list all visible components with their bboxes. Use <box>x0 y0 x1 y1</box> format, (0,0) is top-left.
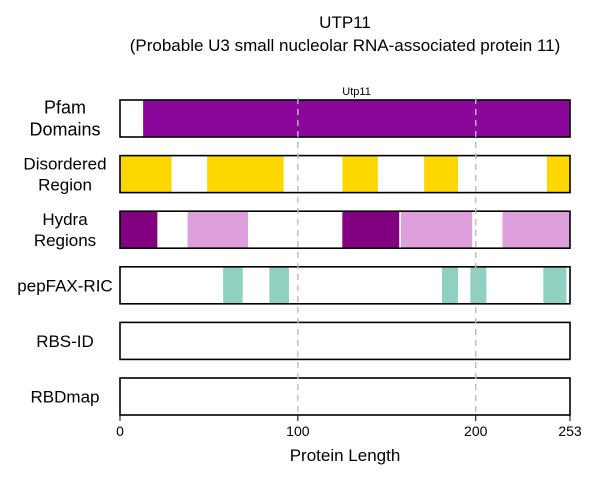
track-label-pfam-domains: Pfam Domains <box>29 98 100 140</box>
track-label-line: pepFAX-RIC <box>17 276 112 295</box>
x-tick-label-200: 200 <box>464 423 488 439</box>
segment-pepfax-ric-2 <box>441 266 458 304</box>
track-label-line: RBDmap <box>31 388 100 407</box>
segment-hydra-regions-3 <box>401 211 473 249</box>
track-frame-pfam-domains <box>119 99 571 138</box>
track-frame-disordered-region <box>119 154 571 194</box>
segment-pfam-domains-0 <box>143 100 570 137</box>
track-label-line: Regions <box>34 231 96 250</box>
segment-disordered-region-0 <box>120 155 172 193</box>
track-label-pepfax-ric: pepFAX-RIC <box>17 276 112 295</box>
segment-pepfax-ric-3 <box>470 266 487 304</box>
x-tick-label-100: 100 <box>286 423 310 439</box>
x-axis-label: Protein Length <box>290 446 401 465</box>
segment-hydra-regions-0 <box>120 211 158 249</box>
domain-label-pfam-domains-0: Utp11 <box>342 86 371 98</box>
track-label-line: RBS-ID <box>36 332 94 351</box>
track-label-line: Domains <box>29 120 100 140</box>
track-label-line: Pfam <box>44 98 86 118</box>
gridlines-group <box>297 98 477 419</box>
track-frame-rbs-id <box>119 321 571 361</box>
track-label-hydra-regions: Hydra Regions <box>34 210 96 250</box>
track-label-line: Region <box>38 176 92 195</box>
segment-disordered-region-3 <box>424 155 458 193</box>
segment-disordered-region-1 <box>207 155 284 193</box>
segment-pepfax-ric-0 <box>223 266 243 304</box>
segment-hydra-regions-2 <box>342 211 400 249</box>
track-label-rbs-id: RBS-ID <box>36 332 94 351</box>
x-axis: 0 100 200 253 <box>116 415 582 439</box>
segment-pepfax-ric-1 <box>269 266 289 304</box>
chart-title-line1: UTP11 <box>319 13 371 32</box>
segment-hydra-regions-4 <box>502 211 570 249</box>
track-label-line: Hydra <box>42 210 88 229</box>
track-label-rbdmap: RBDmap <box>31 388 100 407</box>
segment-pepfax-ric-4 <box>543 266 567 304</box>
segment-disordered-region-2 <box>342 155 378 193</box>
tracks-group: Pfam Domains Utp11 Disordered Region Hydra Reg… <box>17 86 571 416</box>
segment-disordered-region-4 <box>546 155 570 193</box>
x-tick-label-0: 0 <box>116 423 124 439</box>
track-frame-rbdmap <box>119 377 571 416</box>
track-label-disordered-region: Disordered Region <box>23 155 106 195</box>
track-frame-hydra-regions <box>119 210 571 249</box>
chart-title-line2: (Probable U3 small nucleolar RNA-associa… <box>130 36 561 55</box>
segment-hydra-regions-1 <box>187 211 249 249</box>
track-label-line: Disordered <box>23 155 106 174</box>
track-frame-pepfax-ric <box>119 265 571 305</box>
x-tick-label-253: 253 <box>558 423 582 439</box>
